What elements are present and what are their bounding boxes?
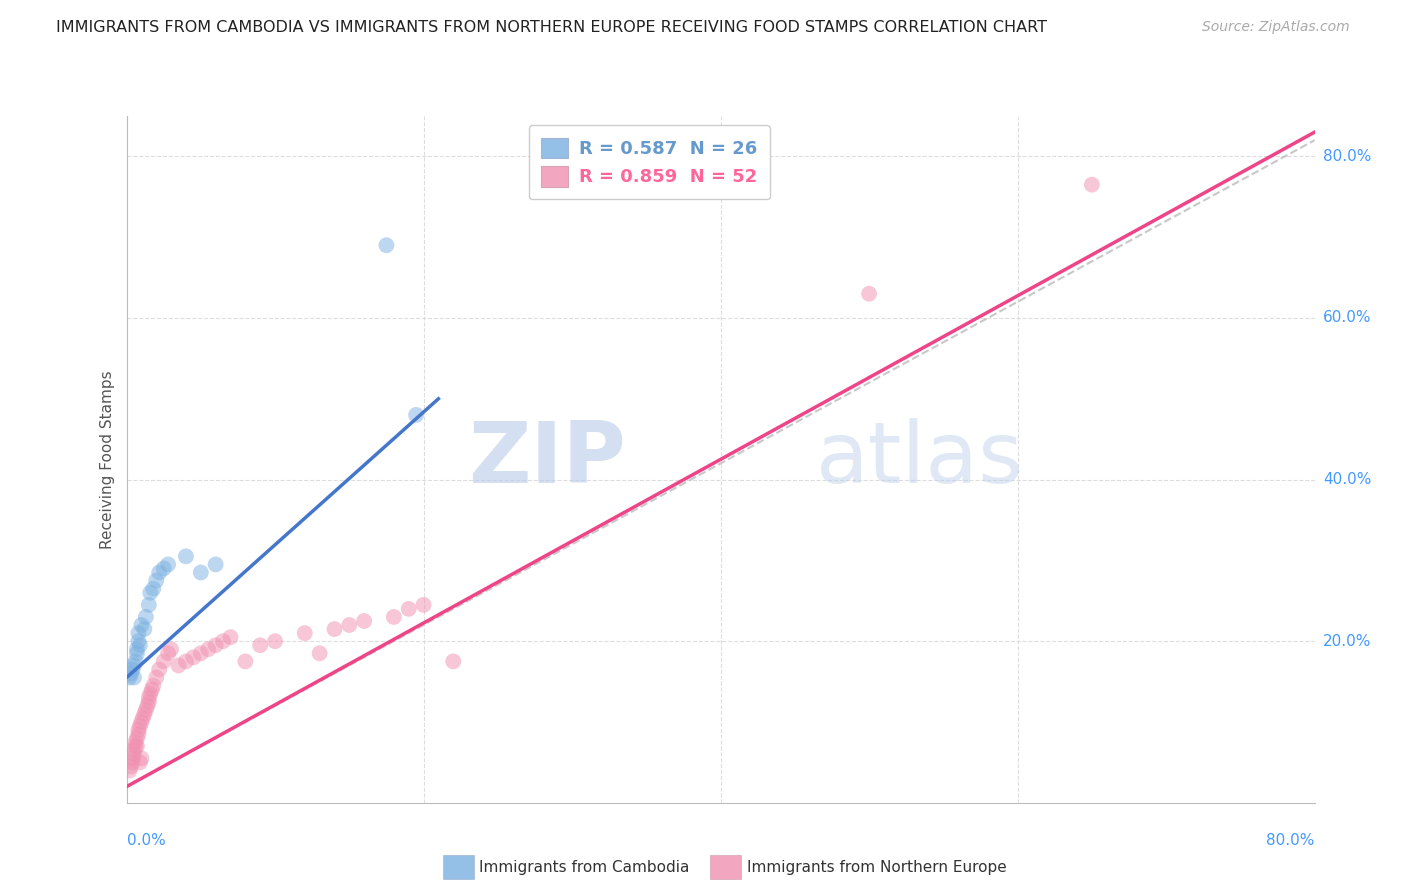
- Point: [122, 747, 145, 762]
- Point: [204, 558, 226, 572]
- Point: [308, 646, 330, 660]
- Point: [132, 711, 155, 725]
- Point: [125, 731, 148, 746]
- Text: 40.0%: 40.0%: [1323, 472, 1371, 487]
- Point: [152, 654, 174, 668]
- Point: [125, 646, 148, 660]
- Point: [138, 598, 160, 612]
- Point: [405, 408, 427, 422]
- Point: [233, 654, 256, 668]
- Point: [183, 650, 205, 665]
- Point: [197, 642, 219, 657]
- Text: 0.0%: 0.0%: [127, 833, 166, 848]
- Text: Immigrants from Cambodia: Immigrants from Cambodia: [479, 860, 690, 874]
- Text: Immigrants from Northern Europe: Immigrants from Northern Europe: [747, 860, 1007, 874]
- Text: ZIP: ZIP: [468, 417, 626, 501]
- Text: 20.0%: 20.0%: [1323, 633, 1371, 648]
- Point: [131, 618, 153, 632]
- Point: [141, 682, 163, 697]
- Point: [127, 723, 149, 737]
- Point: [858, 286, 880, 301]
- Point: [323, 622, 346, 636]
- Text: Source: ZipAtlas.com: Source: ZipAtlas.com: [1202, 20, 1350, 34]
- Point: [138, 690, 160, 705]
- Point: [120, 759, 142, 773]
- Point: [190, 646, 212, 660]
- Point: [353, 614, 375, 628]
- Point: [337, 618, 360, 632]
- Point: [174, 549, 197, 564]
- Point: [142, 582, 165, 596]
- Point: [129, 638, 152, 652]
- Point: [118, 764, 141, 778]
- Point: [142, 679, 165, 693]
- Point: [121, 751, 143, 765]
- Point: [167, 658, 190, 673]
- Legend: R = 0.587  N = 26, R = 0.859  N = 52: R = 0.587 N = 26, R = 0.859 N = 52: [529, 125, 770, 199]
- Text: IMMIGRANTS FROM CAMBODIA VS IMMIGRANTS FROM NORTHERN EUROPE RECEIVING FOOD STAMP: IMMIGRANTS FROM CAMBODIA VS IMMIGRANTS F…: [56, 20, 1047, 35]
- Point: [122, 743, 145, 757]
- Point: [118, 671, 141, 685]
- Point: [121, 663, 143, 677]
- Point: [219, 630, 242, 644]
- Point: [122, 671, 145, 685]
- Point: [135, 610, 157, 624]
- Point: [152, 561, 174, 575]
- Text: 80.0%: 80.0%: [1267, 833, 1315, 848]
- Point: [129, 719, 152, 733]
- Text: 80.0%: 80.0%: [1323, 149, 1371, 164]
- Point: [139, 687, 162, 701]
- Point: [157, 558, 180, 572]
- Point: [124, 739, 146, 754]
- Point: [382, 610, 405, 624]
- Point: [148, 663, 170, 677]
- Point: [120, 666, 142, 681]
- Point: [136, 698, 159, 713]
- Point: [157, 646, 180, 660]
- Point: [127, 727, 149, 741]
- Point: [375, 238, 398, 252]
- Point: [131, 714, 153, 729]
- Point: [264, 634, 287, 648]
- Point: [134, 622, 156, 636]
- Point: [1081, 178, 1104, 192]
- Point: [138, 695, 160, 709]
- Point: [412, 598, 434, 612]
- Point: [134, 706, 156, 721]
- Point: [124, 735, 146, 749]
- Point: [145, 671, 167, 685]
- Point: [160, 642, 183, 657]
- Point: [398, 602, 420, 616]
- Bar: [710, 855, 741, 879]
- Point: [204, 638, 226, 652]
- Point: [135, 703, 157, 717]
- Point: [131, 751, 153, 765]
- Point: [122, 658, 145, 673]
- Text: 60.0%: 60.0%: [1323, 310, 1371, 326]
- Point: [190, 566, 212, 580]
- Point: [124, 654, 146, 668]
- Point: [174, 654, 197, 668]
- Bar: [443, 855, 474, 879]
- Point: [441, 654, 464, 668]
- Point: [139, 585, 162, 599]
- Point: [127, 634, 149, 648]
- Point: [125, 642, 148, 657]
- Y-axis label: Receiving Food Stamps: Receiving Food Stamps: [100, 370, 115, 549]
- Point: [129, 756, 152, 770]
- Point: [249, 638, 271, 652]
- Point: [121, 756, 143, 770]
- Text: atlas: atlas: [815, 417, 1024, 501]
- Point: [148, 566, 170, 580]
- Point: [294, 626, 316, 640]
- Point: [127, 626, 149, 640]
- Point: [212, 634, 235, 648]
- Point: [125, 739, 148, 754]
- Point: [145, 574, 167, 588]
